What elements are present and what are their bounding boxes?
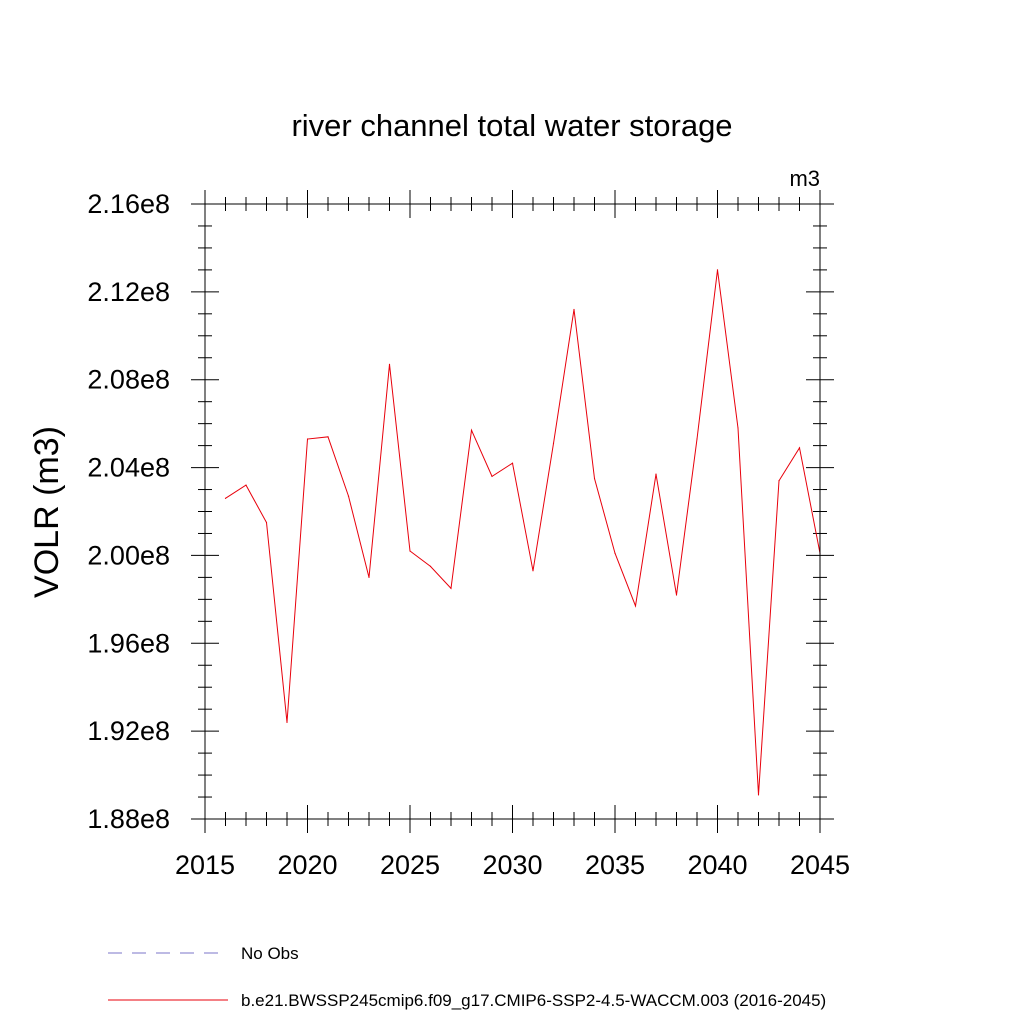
y-axis-label: VOLR (m3) xyxy=(28,426,66,598)
plot-frame xyxy=(204,203,821,820)
data-point xyxy=(491,475,493,477)
data-point xyxy=(347,495,350,497)
y-tick-label: 2.08e8 xyxy=(87,365,170,395)
y-tick-label: 1.92e8 xyxy=(87,716,170,746)
data-point xyxy=(593,477,596,480)
units-label: m3 xyxy=(789,166,820,191)
x-tick-labels: 2015 2020 2025 2030 2035 2040 2045 xyxy=(175,850,850,880)
data-point xyxy=(245,484,247,486)
data-point xyxy=(757,794,760,796)
data-point xyxy=(552,442,555,445)
chart-title: river channel total water storage xyxy=(291,108,732,143)
x-tick-label: 2030 xyxy=(482,850,542,880)
data-point xyxy=(429,565,432,568)
data-point xyxy=(532,570,534,572)
data-point xyxy=(737,427,739,429)
y-tick-label: 2.16e8 xyxy=(87,189,170,219)
y-tick-label: 1.88e8 xyxy=(87,804,170,834)
x-tick-label: 2015 xyxy=(175,850,235,880)
series-line xyxy=(225,269,821,795)
data-point xyxy=(265,521,268,524)
data-point xyxy=(573,308,575,311)
data-point xyxy=(224,497,227,499)
data-point xyxy=(388,363,391,365)
y-tick-label: 1.96e8 xyxy=(87,628,170,658)
legend-label-no-obs: No Obs xyxy=(241,944,299,963)
x-tick-label: 2020 xyxy=(277,850,337,880)
data-point xyxy=(470,429,473,431)
data-point xyxy=(450,587,452,589)
data-point xyxy=(675,594,678,596)
y-tick-label: 2.04e8 xyxy=(87,453,170,483)
y-tick-label: 2.00e8 xyxy=(87,540,170,570)
series-group xyxy=(224,269,821,796)
x-tick-label: 2045 xyxy=(790,850,850,880)
legend-label-model: b.e21.BWSSP245cmip6.f09_g17.CMIP6-SSP2-4… xyxy=(241,991,826,1010)
data-point xyxy=(306,438,309,440)
data-point xyxy=(696,438,698,440)
x-tick-label: 2040 xyxy=(687,850,747,880)
legend: No Obs b.e21.BWSSP245cmip6.f09_g17.CMIP6… xyxy=(108,944,826,1010)
data-point xyxy=(634,605,637,607)
data-point xyxy=(798,447,801,449)
axis-ticks xyxy=(191,190,834,833)
y-tick-labels: 1.88e8 1.92e8 1.96e8 2.00e8 2.04e8 2.08e8 2.12… xyxy=(87,189,170,834)
data-point xyxy=(286,721,288,723)
data-point xyxy=(368,576,370,578)
data-point xyxy=(614,552,616,554)
data-point xyxy=(511,462,514,464)
data-point xyxy=(327,436,329,438)
x-tick-label: 2035 xyxy=(585,850,645,880)
data-point xyxy=(778,480,780,482)
data-point xyxy=(716,269,719,271)
data-point xyxy=(409,550,411,552)
data-point xyxy=(655,473,657,475)
x-tick-label: 2025 xyxy=(380,850,440,880)
y-tick-label: 2.12e8 xyxy=(87,277,170,307)
